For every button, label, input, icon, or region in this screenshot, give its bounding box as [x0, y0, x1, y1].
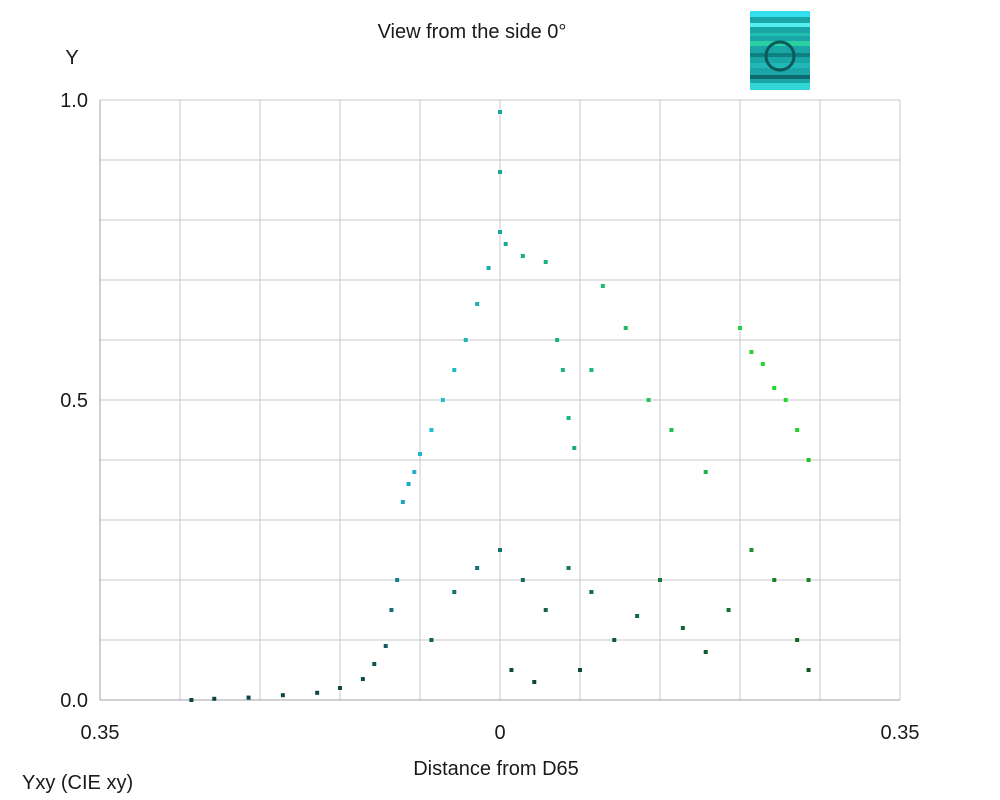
data-point: [246, 695, 251, 700]
data-point: [658, 578, 662, 582]
data-point: [680, 626, 685, 630]
data-point: [440, 398, 445, 402]
tick-labels: 1.0 0.5 0.0 0.35 0 0.35: [60, 90, 919, 744]
data-point: [703, 650, 708, 654]
data-point: [498, 110, 502, 114]
data-point: [389, 608, 394, 612]
data-point: [475, 302, 480, 306]
data-point: [498, 170, 502, 174]
data-point: [412, 470, 417, 474]
data-point: [429, 638, 434, 642]
y-tick-label: 0.0: [60, 690, 88, 712]
data-point: [600, 284, 605, 288]
data-point: [572, 446, 577, 450]
data-point: [760, 362, 765, 366]
data-point: [475, 566, 480, 570]
data-point: [795, 428, 800, 432]
data-point: [772, 578, 777, 582]
data-point: [452, 368, 457, 372]
y-tick-label: 1.0: [60, 90, 88, 112]
data-point: [372, 662, 377, 666]
data-point: [589, 590, 594, 594]
data-point: [498, 548, 502, 552]
data-point: [560, 368, 565, 372]
data-point: [360, 677, 365, 681]
data-point: [503, 242, 508, 246]
data-point: [543, 608, 548, 612]
x-tick-label: 0: [494, 722, 505, 744]
data-point: [623, 326, 628, 330]
data-point: [532, 680, 537, 684]
y-axis-label: Y: [65, 47, 78, 69]
data-point: [543, 260, 548, 264]
data-point: [783, 398, 788, 402]
color-cube-thumbnail-icon: [750, 11, 810, 90]
data-point: [418, 452, 422, 456]
chart-title: View from the side 0°: [378, 21, 567, 43]
data-point: [566, 416, 571, 420]
data-point: [578, 668, 582, 672]
y-tick-label: 0.5: [60, 390, 88, 412]
data-point: [395, 578, 400, 582]
x-axis-label: Distance from D65: [413, 758, 579, 780]
data-point: [612, 638, 617, 642]
data-point: [315, 690, 320, 695]
data-point: [772, 386, 777, 390]
data-point: [555, 338, 560, 342]
data-point: [738, 326, 742, 330]
data-point: [806, 668, 811, 672]
data-point: [795, 638, 800, 642]
data-point: [520, 254, 525, 258]
x-tick-label: 0.35: [81, 722, 120, 744]
data-point: [189, 698, 194, 702]
data-point: [406, 482, 411, 486]
data-point: [383, 644, 388, 648]
data-point: [646, 398, 651, 402]
data-point: [212, 696, 217, 701]
data-point: [486, 266, 491, 270]
footer-label: Yxy (CIE xy): [22, 772, 133, 794]
data-point: [520, 578, 525, 582]
data-point: [806, 578, 811, 582]
data-point: [703, 470, 708, 474]
data-point: [635, 614, 640, 618]
data-point: [749, 350, 754, 354]
data-point: [806, 458, 811, 462]
data-point: [726, 608, 731, 612]
data-point: [749, 548, 754, 552]
grid: [99, 99, 901, 701]
x-tick-label: 0.35: [881, 722, 920, 744]
data-point: [452, 590, 457, 594]
data-point: [463, 338, 468, 342]
data-point: [429, 428, 434, 432]
data-points: [189, 110, 811, 702]
data-point: [498, 230, 502, 234]
data-point: [400, 500, 405, 504]
data-point: [280, 693, 285, 698]
data-point: [338, 686, 342, 690]
data-point: [509, 668, 514, 672]
data-point: [566, 566, 571, 570]
data-point: [589, 368, 594, 372]
data-point: [669, 428, 674, 432]
